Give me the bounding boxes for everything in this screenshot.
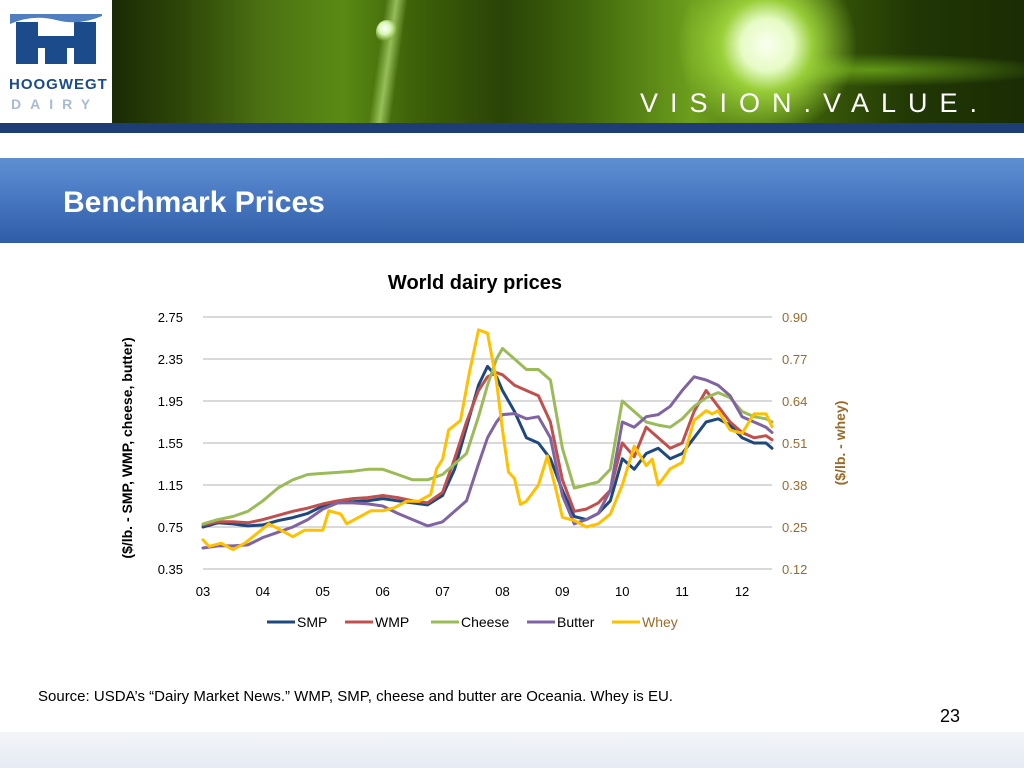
banner-separator (0, 133, 1024, 153)
world-dairy-prices-chart: World dairy prices 2.75 2.35 1.95 1.55 1.15 0… (119, 272, 848, 630)
x-tick-label: 03 (196, 584, 210, 599)
header-banner: HOOGWEGT DAIRY VISION.VALUE. (0, 0, 1024, 133)
legend-label-whey: Whey (642, 614, 678, 630)
left-tick-label: 2.35 (158, 352, 183, 367)
x-tick-label: 04 (256, 584, 270, 599)
brand-sub: DAIRY (11, 96, 100, 112)
water-drop-image (376, 20, 398, 44)
brand-tagline: VISION.VALUE. (640, 88, 990, 118)
grass-stem-image (368, 0, 408, 123)
right-tick-label: 0.25 (782, 520, 807, 535)
legend-label-smp: SMP (297, 614, 327, 630)
x-tick-label: 08 (495, 584, 509, 599)
x-tick-label: 05 (316, 584, 330, 599)
chart-title: World dairy prices (388, 272, 562, 294)
x-tick-label: 10 (615, 584, 629, 599)
footer-band (0, 732, 1024, 768)
chart-legend: SMP WMP Cheese Butter Whey (267, 614, 678, 630)
chart-grid (203, 316, 772, 570)
title-bar (0, 158, 1024, 243)
legend-label-wmp: WMP (375, 614, 409, 630)
hoogwegt-logo-icon (10, 14, 102, 68)
right-tick-label: 0.12 (782, 562, 807, 577)
series-line-whey (201, 328, 774, 552)
left-axis-label: ($/lb. - SMP, WMP, cheese, butter) (119, 337, 135, 558)
left-tick-label: 2.75 (158, 310, 183, 325)
left-tick-label: 1.95 (158, 394, 183, 409)
x-tick-label: 11 (675, 584, 689, 599)
left-tick-label: 1.15 (158, 478, 183, 493)
source-note: Source: USDA’s “Dairy Market News.” WMP,… (38, 688, 673, 705)
x-tick-label: 09 (555, 584, 569, 599)
left-tick-label: 1.55 (158, 436, 183, 451)
left-axis-ticks: 2.75 2.35 1.95 1.55 1.15 0.75 0.35 (158, 310, 183, 577)
right-tick-label: 0.64 (782, 394, 807, 409)
right-tick-label: 0.38 (782, 478, 807, 493)
legend-label-butter: Butter (557, 614, 595, 630)
x-tick-label: 06 (375, 584, 389, 599)
legend-label-cheese: Cheese (461, 614, 509, 630)
right-tick-label: 0.51 (782, 436, 807, 451)
company-logo: HOOGWEGT DAIRY (0, 0, 112, 123)
page-title: Benchmark Prices (63, 186, 325, 219)
page-number: 23 (940, 706, 961, 726)
x-axis-ticks: 03 04 05 06 07 08 09 10 11 12 (196, 584, 750, 599)
chart-series (201, 328, 774, 552)
left-tick-label: 0.75 (158, 520, 183, 535)
x-tick-label: 07 (435, 584, 449, 599)
right-axis-label: ($/lb. - whey) (832, 401, 848, 486)
right-tick-label: 0.77 (782, 352, 807, 367)
right-axis-ticks: 0.90 0.77 0.64 0.51 0.38 0.25 0.12 (782, 310, 807, 577)
x-tick-label: 12 (735, 584, 749, 599)
series-line-wmp (201, 371, 774, 527)
header-photo (112, 0, 1024, 123)
left-tick-label: 0.35 (158, 562, 183, 577)
series-line-butter (201, 375, 774, 550)
brand-name: HOOGWEGT (9, 76, 108, 93)
right-tick-label: 0.90 (782, 310, 807, 325)
series-line-cheese (201, 347, 774, 526)
